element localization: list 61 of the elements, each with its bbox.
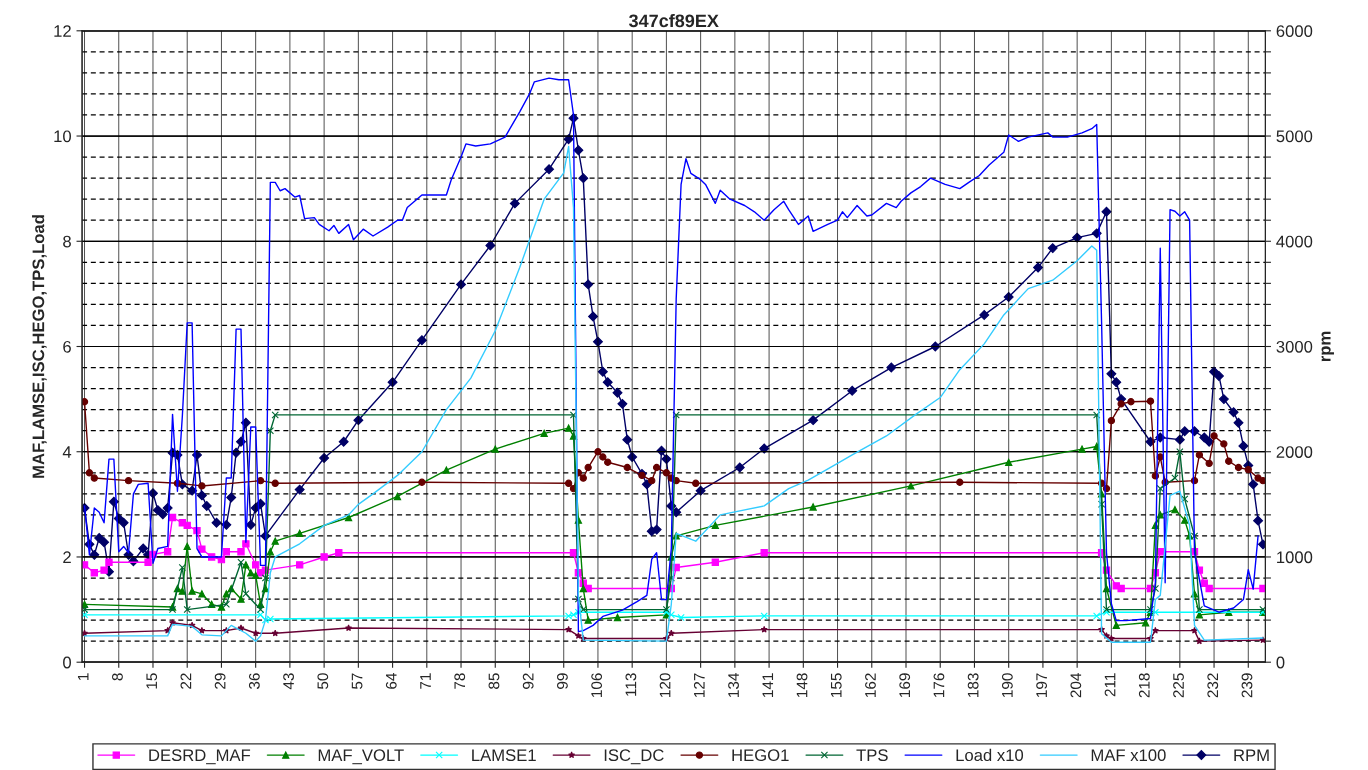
legend-label: TPS <box>856 749 888 762</box>
x-tick-label: 99 <box>557 673 568 689</box>
x-tick-label: 8 <box>112 673 123 681</box>
y2-tick-label: 5000 <box>1276 130 1313 143</box>
x-tick-label: 204 <box>1070 673 1082 698</box>
x-tick-label: 71 <box>420 673 431 689</box>
y2-tick-label: 6000 <box>1276 25 1313 37</box>
legend-label: Load x10 <box>956 748 1024 762</box>
legend-label: ISC_DC <box>604 749 664 765</box>
x-tick-label: 134 <box>728 673 739 697</box>
y-tick-label: 4 <box>62 446 72 458</box>
x-tick-label: 176 <box>933 673 945 697</box>
x-tick-label: 85 <box>488 673 500 689</box>
x-tick-label: 190 <box>1001 673 1013 697</box>
y-tick-label: 2 <box>63 551 71 564</box>
x-tick-label: 211 <box>1104 673 1116 697</box>
y-axis-title: MAF,LAMSE,ISC,HEGO,TPS,Load <box>32 215 47 478</box>
x-tick-label: 1 <box>77 673 89 680</box>
x-tick-label: 155 <box>830 673 842 697</box>
x-tick-label: 225 <box>1173 673 1184 698</box>
y2-tick-label: 3000 <box>1276 340 1313 353</box>
legend-label: DESRD_MAF <box>149 749 251 765</box>
y2-tick-label: 1000 <box>1277 551 1313 564</box>
legend-label: LAMSE1 <box>472 749 536 762</box>
x-tick-label: 22 <box>180 673 192 689</box>
y2-tick-label: 4000 <box>1276 235 1313 248</box>
x-tick-label: 64 <box>385 673 397 689</box>
x-tick-label: 78 <box>454 673 466 689</box>
y-tick-label: 0 <box>63 656 72 669</box>
x-tick-label: 57 <box>351 673 363 689</box>
legend-label: MAF x100 <box>1091 749 1166 762</box>
x-tick-label: 92 <box>522 673 534 689</box>
y2-axis-title: rpm <box>1321 331 1334 362</box>
y-tick-label: 8 <box>63 235 71 248</box>
x-tick-label: 162 <box>865 673 876 697</box>
x-tick-label: 197 <box>1036 673 1048 697</box>
legend-label: RPM <box>1234 749 1269 761</box>
x-tick-label: 127 <box>693 673 705 697</box>
x-tick-label: 148 <box>796 673 808 697</box>
x-tick-label: 239 <box>1241 673 1253 698</box>
x-tick-label: 50 <box>317 673 329 689</box>
x-tick-label: 218 <box>1138 673 1150 698</box>
x-tick-label: 106 <box>591 673 603 697</box>
legend-label: HEGO1 <box>732 749 789 762</box>
chart-title: 347cf89EX <box>628 13 719 28</box>
x-tick-label: 169 <box>899 673 911 697</box>
x-tick-label: 141 <box>762 673 774 697</box>
x-tick-label: 36 <box>248 673 260 690</box>
x-tick-label: 15 <box>146 673 158 689</box>
x-tick-label: 120 <box>659 673 671 697</box>
x-tick-label: 29 <box>214 673 226 689</box>
x-tick-label: 232 <box>1207 673 1219 698</box>
x-tick-label: 43 <box>283 673 294 690</box>
y2-tick-label: 2000 <box>1276 446 1313 458</box>
legend-label: MAF_VOLT <box>318 749 404 765</box>
y-tick-label: 12 <box>54 25 71 37</box>
y-tick-label: 10 <box>54 130 72 143</box>
y2-tick-label: 0 <box>1276 656 1285 669</box>
x-tick-label: 183 <box>967 673 979 697</box>
x-tick-label: 113 <box>625 673 637 696</box>
y-tick-label: 6 <box>63 340 71 353</box>
